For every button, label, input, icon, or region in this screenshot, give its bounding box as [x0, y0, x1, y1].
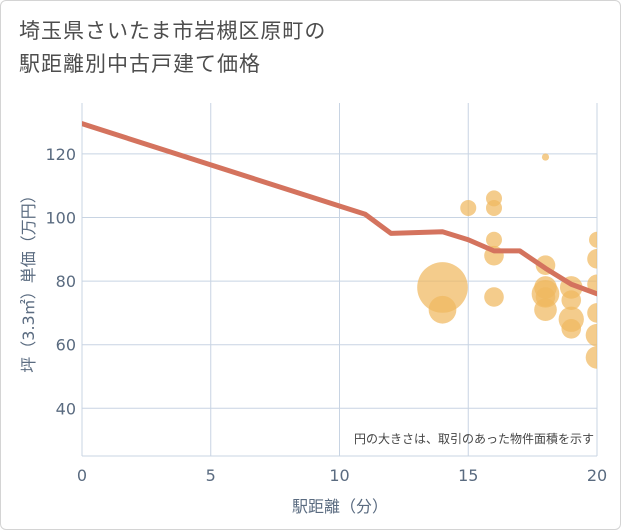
data-point [486, 231, 502, 248]
chart-title-line-1: 埼玉県さいたま市岩槻区原町の [19, 19, 327, 43]
data-point [486, 199, 502, 216]
data-point [585, 323, 597, 347]
bubble-layer [417, 153, 597, 369]
data-point [561, 318, 582, 339]
chart-title-line-2: 駅距離別中古戸建て価格 [19, 52, 261, 76]
trend-layer [82, 121, 597, 297]
x-tick-label: 5 [206, 466, 216, 485]
bubble-size-note: 円の大きさは、取引のあった物件面積を示す [354, 431, 594, 446]
data-point [585, 346, 597, 369]
y-axis-label: 坪（3.3㎡）単価（万円） [19, 187, 38, 372]
y-tick-label: 60 [56, 336, 76, 355]
tick-labels: 0 5 10 15 20 40 60 80 100 120 [45, 145, 607, 485]
grid-lines [81, 103, 598, 457]
data-point [417, 262, 468, 313]
y-tick-label: 100 [45, 208, 76, 227]
x-tick-label: 15 [458, 466, 478, 485]
data-point [587, 249, 597, 269]
data-point [561, 290, 582, 310]
data-point [484, 287, 504, 307]
y-tick-label: 80 [56, 272, 76, 291]
x-tick-label: 0 [77, 466, 87, 485]
chart-title: 埼玉県さいたま市岩槻区原町の 駅距離別中古戸建て価格 [19, 15, 326, 81]
x-tick-label: 10 [329, 466, 349, 485]
data-point [428, 295, 457, 324]
data-point [541, 153, 550, 161]
data-point [587, 303, 597, 323]
data-point [589, 231, 597, 248]
x-axis-label: 駅距離（分） [292, 497, 388, 516]
y-tick-label: 40 [56, 399, 76, 418]
trend-line [82, 121, 597, 297]
x-tick-label: 20 [587, 466, 607, 485]
data-point [460, 199, 477, 216]
y-tick-label: 120 [45, 145, 76, 164]
data-point [534, 298, 557, 322]
